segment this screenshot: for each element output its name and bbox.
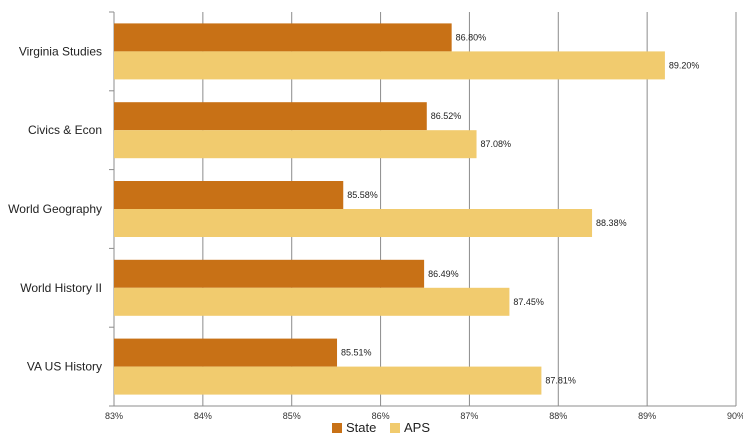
bar-aps-3 — [114, 287, 510, 316]
data-label: 85.51% — [341, 348, 372, 358]
category-label: World History II — [20, 281, 102, 295]
bar-aps-2 — [114, 209, 593, 237]
bar-state-2 — [114, 181, 344, 209]
data-label: 88.38% — [596, 218, 627, 228]
data-labels: 86.80% 89.20% 86.52% 87.08% 85.58% 88.38% 86.4… — [341, 32, 699, 385]
bars — [114, 23, 665, 395]
x-tick-label: 90% — [727, 411, 743, 421]
data-label: 85.58% — [347, 190, 378, 200]
bar-state-4 — [114, 338, 338, 367]
data-label: 87.81% — [545, 376, 576, 386]
bar-state-3 — [114, 259, 425, 288]
data-label: 86.80% — [456, 32, 487, 42]
data-label: 89.20% — [669, 60, 700, 70]
data-label: 86.49% — [428, 269, 459, 279]
bar-aps-0 — [114, 51, 665, 80]
x-tick-label: 89% — [638, 411, 656, 421]
category-label: VA US History — [27, 360, 102, 374]
category-labels: Virginia Studies Civics & Econ World Geogr… — [8, 44, 102, 373]
legend-swatch-aps — [390, 423, 400, 433]
bar-aps-4 — [114, 366, 542, 395]
x-tick-label: 83% — [105, 411, 123, 421]
legend-swatch-state — [332, 423, 342, 433]
bar-state-1 — [114, 102, 427, 131]
x-tick-label: 88% — [549, 411, 567, 421]
x-tick-label: 87% — [460, 411, 478, 421]
x-tick-label: 84% — [194, 411, 212, 421]
bar-state-0 — [114, 23, 452, 52]
legend-label: APS — [404, 420, 430, 435]
data-label: 87.45% — [513, 297, 544, 307]
x-tick-label: 85% — [283, 411, 301, 421]
legend: State APS — [332, 420, 430, 435]
data-label: 87.08% — [481, 139, 512, 149]
category-label: World Geography — [8, 202, 102, 216]
legend-label: State — [346, 420, 376, 435]
x-tick-label: 86% — [372, 411, 390, 421]
x-tick-labels: 83% 84% 85% 86% 87% 88% 89% 90% — [105, 411, 743, 421]
data-label: 86.52% — [431, 111, 462, 121]
category-label: Civics & Econ — [28, 123, 102, 137]
bar-aps-1 — [114, 130, 477, 159]
category-label: Virginia Studies — [19, 44, 102, 58]
